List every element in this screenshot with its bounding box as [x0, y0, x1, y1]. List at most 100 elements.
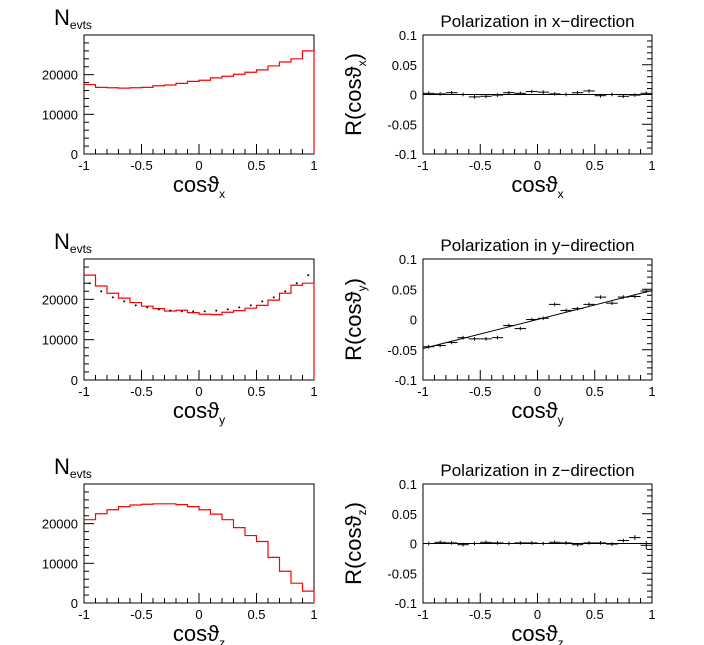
histogram-series	[84, 503, 315, 603]
dotted-point	[295, 282, 298, 285]
y-axis-title-sub: evts	[70, 18, 92, 32]
x-axis-title-sub: z	[219, 636, 225, 645]
data-point	[480, 94, 492, 99]
y-axis-title-sub: y	[355, 285, 369, 291]
data-point	[526, 317, 538, 322]
dotted-point	[180, 310, 183, 313]
data-point	[548, 92, 561, 96]
y-axis-title: Nevts	[54, 5, 92, 32]
y-axis-title-sub: evts	[70, 467, 92, 481]
histogram-series	[84, 274, 315, 380]
data-point	[434, 343, 446, 348]
y-axis-title: Nevts	[54, 229, 92, 256]
dotted-point	[249, 304, 252, 307]
data-point	[560, 92, 572, 97]
data-point	[560, 541, 572, 545]
data-point	[457, 335, 469, 340]
dotted-point	[226, 308, 229, 311]
y-tick-label: 20000	[42, 517, 78, 532]
data-point	[583, 541, 595, 545]
data-point	[640, 541, 652, 550]
x-tick-label: 0.5	[586, 384, 604, 399]
dotted-point	[215, 309, 218, 312]
data-point	[423, 541, 435, 546]
data-point	[640, 289, 652, 293]
x-tick-label: -1	[78, 384, 90, 399]
y-axis-title-close: )	[341, 278, 366, 285]
y-tick-label: 20000	[42, 68, 78, 83]
x-axis-title: cosϑz	[511, 621, 563, 645]
data-point	[560, 308, 572, 313]
x-tick-label: -0.5	[130, 607, 152, 622]
x-axis-title: cosϑy	[511, 398, 563, 427]
x-tick-label: 0.5	[247, 607, 265, 622]
x-axis-title: cosϑy	[173, 398, 225, 427]
dotted-point	[169, 309, 172, 312]
x-tick-label: 1	[648, 384, 655, 399]
data-point	[457, 542, 469, 547]
y-axis-title-main: R(cosϑ	[341, 515, 366, 584]
plot-frame	[83, 258, 315, 381]
y-tick-label: 0	[410, 313, 417, 328]
y-tick-label: 0	[410, 537, 417, 552]
data-point	[606, 301, 618, 305]
dotted-point	[272, 296, 275, 299]
y-axis-title-main: N	[54, 5, 70, 30]
panel-title: Polarization in x−direction	[440, 12, 634, 31]
data-point	[526, 541, 538, 545]
data-point	[606, 92, 618, 97]
x-tick-label: 0.5	[586, 607, 604, 622]
data-point	[514, 91, 527, 96]
x-tick-label: 1	[310, 384, 317, 399]
data-point	[537, 541, 549, 546]
dotted-point	[261, 300, 264, 303]
x-axis-title-main: cosϑ	[173, 172, 219, 197]
y-axis-title: R(cosϑx)	[341, 53, 369, 136]
y-axis-title-main: R(cosϑ	[341, 66, 366, 135]
panel-2: -1 -0.5 0 0.5 1-0.1-0.0500.050.1cosϑxPolariz…	[341, 12, 656, 201]
data-point	[594, 541, 607, 545]
data-point	[423, 91, 435, 96]
x-axis-title-sub: z	[558, 636, 564, 645]
data-point	[537, 316, 549, 321]
data-point	[434, 92, 446, 96]
y-tick-label: 0.1	[399, 28, 417, 43]
y-tick-label: 0	[71, 147, 78, 162]
data-point	[468, 541, 481, 546]
data-point	[526, 89, 538, 94]
y-axis-title-main: R(cosϑ	[341, 291, 366, 360]
dotted-point	[284, 290, 287, 293]
x-tick-label: -1	[417, 158, 429, 173]
x-tick-label: -0.5	[130, 384, 152, 399]
x-tick-label: -0.5	[130, 158, 152, 173]
data-point	[617, 295, 630, 299]
y-tick-label: -0.1	[395, 596, 417, 611]
y-tick-label: 10000	[42, 556, 78, 571]
data-point	[480, 337, 492, 341]
x-axis-title: cosϑx	[173, 172, 225, 201]
data-point	[445, 90, 458, 95]
panel-title: Polarization in y−direction	[440, 236, 634, 255]
panel-title: Polarization in z−direction	[440, 461, 634, 480]
x-axis-title-sub: y	[219, 413, 225, 427]
data-point	[503, 541, 515, 546]
y-axis-title-main: N	[54, 454, 70, 479]
x-axis-title-sub: x	[219, 187, 225, 201]
dotted-point	[100, 290, 103, 293]
dotted-point	[134, 304, 137, 307]
data-point	[423, 344, 435, 349]
y-axis-title: R(cosϑy)	[341, 278, 369, 361]
data-point	[480, 540, 492, 545]
panel-6: -1 -0.5 0 0.5 1-0.1-0.0500.050.1cosϑzPolariz…	[341, 461, 656, 645]
x-tick-label: 0.5	[586, 158, 604, 173]
dotted-point	[111, 296, 114, 299]
dotted-point	[238, 306, 241, 309]
x-tick-label: -1	[417, 607, 429, 622]
data-point	[617, 538, 630, 543]
y-tick-label: 10000	[42, 333, 78, 348]
dotted-point	[192, 310, 195, 313]
data-point	[537, 90, 549, 94]
y-tick-label: 0.05	[392, 58, 417, 73]
y-axis-title-sub: z	[355, 509, 369, 515]
